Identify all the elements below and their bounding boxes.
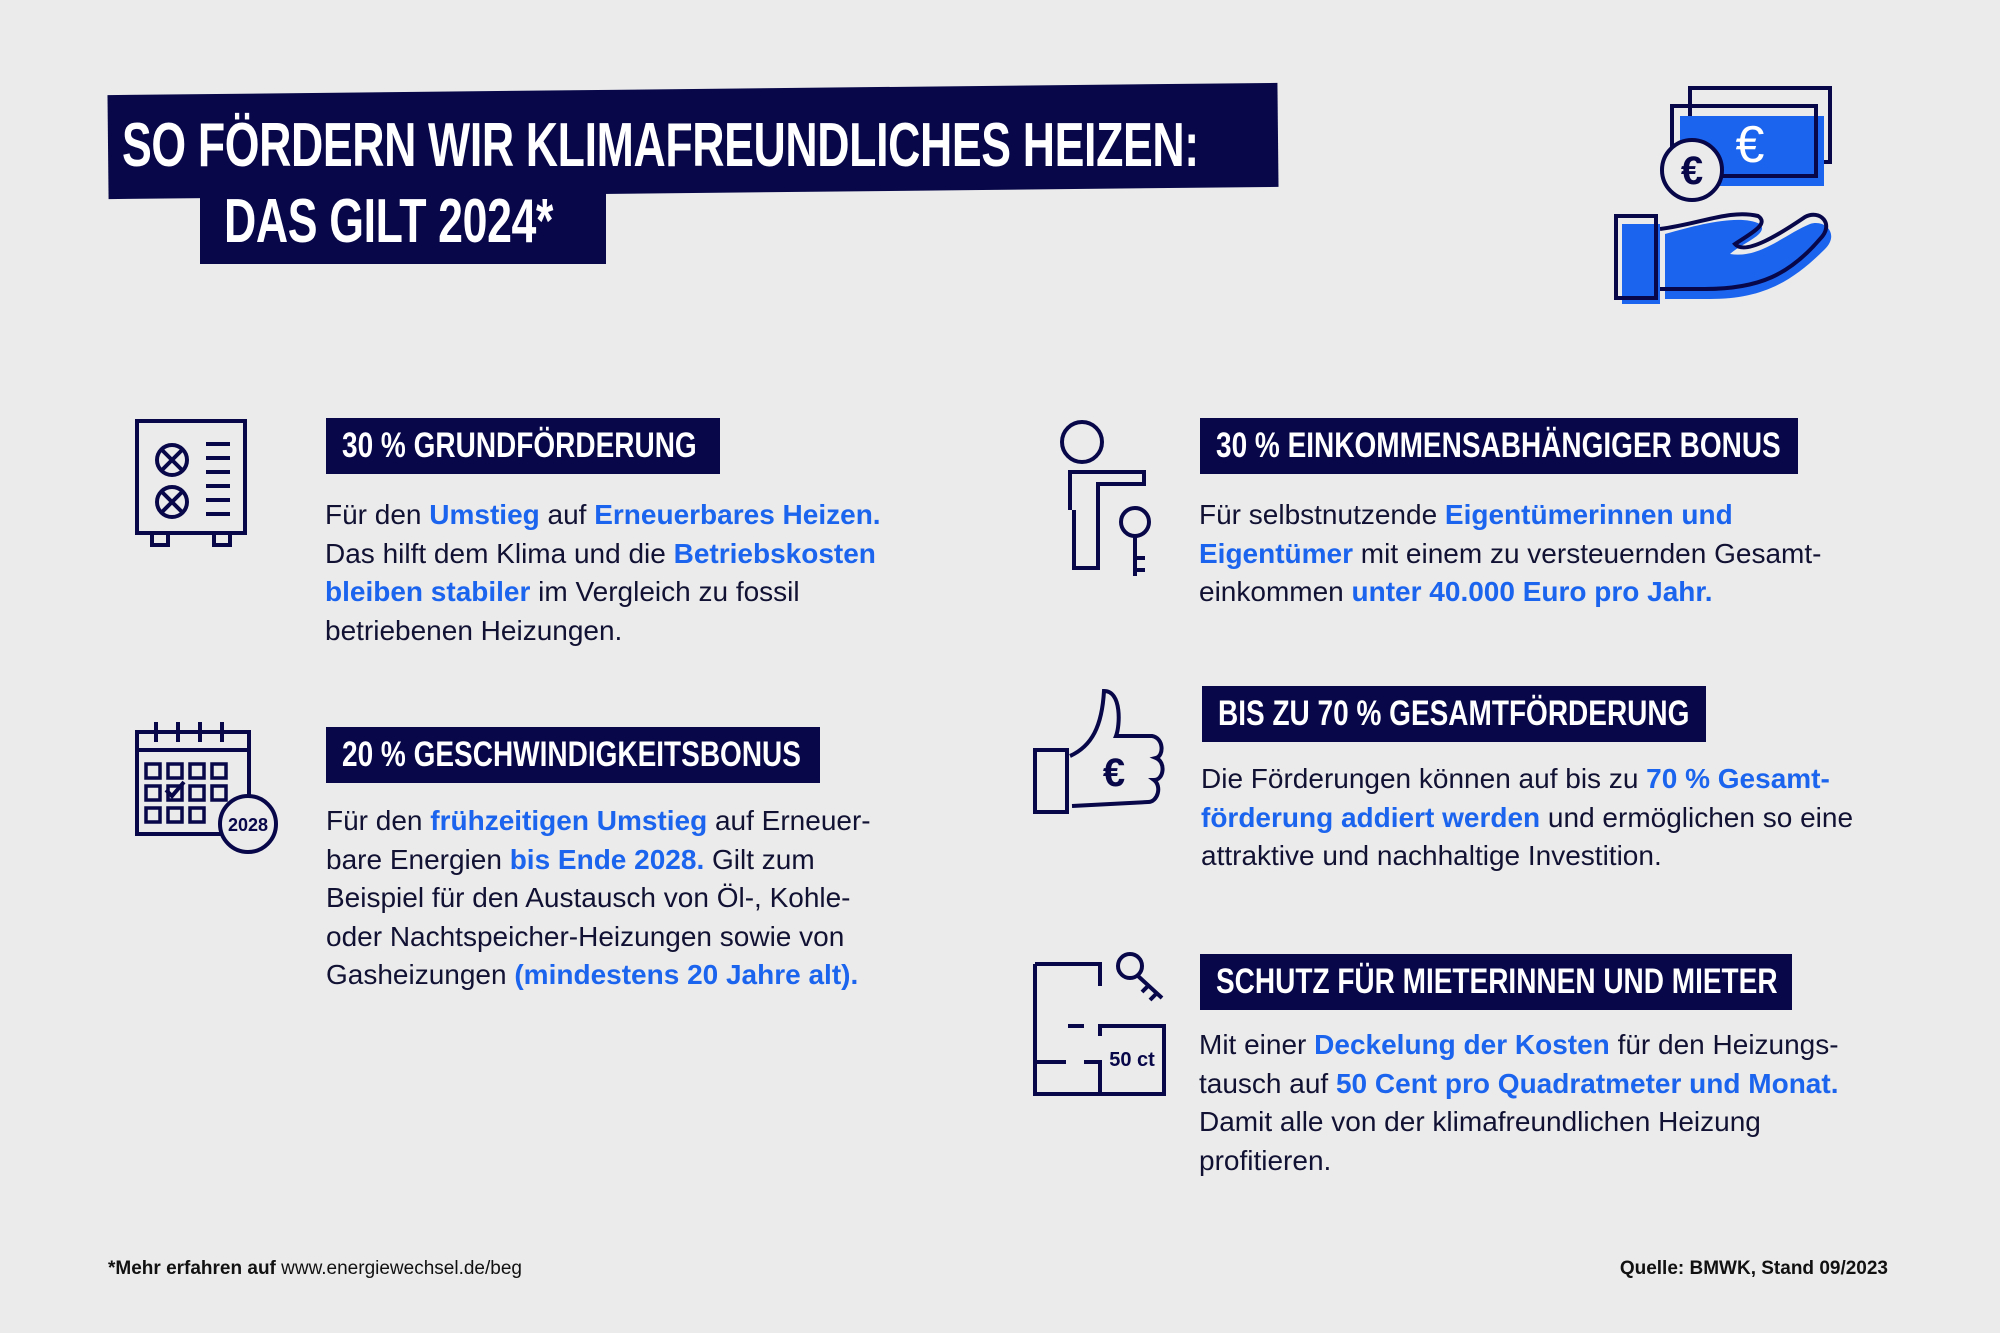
body-text: Beispiel für den Austausch von Öl-, Kohl… [326, 882, 851, 913]
highlight-text: 70 % Gesamt- [1646, 763, 1830, 794]
highlight-text: Eigentümer [1199, 537, 1354, 569]
body-line: Für selbstnutzende Eigentümerinnen und [1199, 496, 1821, 535]
heading-gesamtfoerderung: BIS ZU 70 % GESAMTFÖRDERUNG [1202, 686, 1706, 742]
footer-source: Quelle: BMWK, Stand 09/2023 [1620, 1258, 1888, 1280]
highlight-text: Betriebskosten [673, 537, 876, 569]
highlight-text: Erneuerbares Heizen. [594, 499, 881, 530]
hand-money-icon: € € [1614, 86, 1832, 304]
heat-pump-icon [135, 419, 247, 547]
body-text: auf Erneuer- [707, 805, 871, 836]
body-mieterschutz: Mit einer Deckelung der Kosten für den H… [1199, 1026, 1839, 1180]
body-text: mit einem zu versteuernden Gesamt- [1353, 537, 1822, 569]
body-line: Damit alle von der klimafreundlichen Hei… [1199, 1103, 1839, 1142]
body-line: bleiben stabiler im Vergleich zu fossil [325, 573, 881, 612]
footer-link[interactable]: www.energiewechsel.de/beg [281, 1258, 522, 1279]
body-text: Gasheizungen [326, 959, 515, 990]
body-line: Beispiel für den Austausch von Öl-, Kohl… [326, 879, 871, 918]
highlight-text: frühzeitigen Umstieg [430, 805, 708, 836]
body-gesamtfoerderung: Die Förderungen können auf bis zu 70 % G… [1201, 760, 1853, 876]
svg-text:€: € [1736, 116, 1765, 174]
calendar-year-label: 2028 [228, 815, 268, 835]
body-line: Das hilft dem Klima und die Betriebskost… [325, 535, 881, 574]
body-text: Für den [325, 499, 430, 530]
footer-note-label: *Mehr erfahren auf [108, 1258, 276, 1279]
body-line: betriebenen Heizungen. [325, 612, 881, 651]
body-einkommensbonus: Für selbstnutzende Eigentümerinnen und Ei… [1199, 496, 1821, 612]
highlight-text: unter 40.000 Euro pro Jahr. [1351, 576, 1713, 607]
body-line: Eigentümer mit einem zu versteuernden Ge… [1199, 535, 1821, 574]
highlight-text: (mindestens 20 Jahre alt). [514, 959, 859, 990]
body-text: Die Förderungen können auf bis zu [1201, 763, 1647, 794]
body-line: Die Förderungen können auf bis zu 70 % G… [1201, 760, 1853, 799]
highlight-text: bis Ende 2028. [509, 843, 705, 875]
title-banner-2 [200, 190, 606, 264]
body-line: attraktive und nachhaltige Investition. [1201, 837, 1853, 876]
body-text: Mit einer [1199, 1029, 1315, 1060]
body-line: tausch auf 50 Cent pro Quadratmeter und … [1199, 1065, 1839, 1104]
body-text: einkommen [1199, 576, 1352, 607]
highlight-text: bleiben stabiler [325, 576, 531, 607]
body-line: bare Energien bis Ende 2028. Gilt zum [326, 841, 871, 880]
body-text: auf [539, 499, 595, 530]
highlight-text: Umstieg [429, 499, 540, 530]
heading-mieterschutz: SCHUTZ FÜR MIETERINNEN UND MIETER [1200, 954, 1792, 1010]
title-line-1: SO FÖRDERN WIR KLIMAFREUNDLICHES HEIZEN: [122, 111, 1199, 180]
svg-text:€: € [1103, 751, 1125, 795]
highlight-text: Deckelung der Kosten [1314, 1029, 1610, 1060]
thumbs-up-euro-icon: € [1033, 688, 1165, 814]
body-text: im Vergleich zu fossil [530, 576, 800, 607]
owner-key-icon [1060, 420, 1151, 576]
floorplan-key-icon: 50 ct [1033, 952, 1166, 1096]
body-line: Mit einer Deckelung der Kosten für den H… [1199, 1026, 1839, 1065]
body-text: Damit alle von der klimafreundlichen Hei… [1199, 1106, 1761, 1137]
highlight-text: 50 Cent pro Quadratmeter und Monat. [1335, 1067, 1839, 1099]
body-line: Für den frühzeitigen Umstieg auf Erneuer… [326, 802, 871, 841]
body-line: oder Nachtspeicher-Heizungen sowie von [326, 918, 871, 957]
body-line: profitieren. [1199, 1142, 1839, 1181]
body-text: profitieren. [1199, 1144, 1332, 1176]
body-text: betriebenen Heizungen. [325, 614, 623, 646]
body-text: und ermöglichen so eine [1540, 801, 1854, 833]
body-text: bare Energien [326, 843, 510, 875]
heading-grundfoerderung: 30 % GRUNDFÖRDERUNG [326, 418, 720, 474]
body-line: Gasheizungen (mindestens 20 Jahre alt). [326, 956, 871, 995]
highlight-text: förderung addiert werden [1201, 801, 1541, 833]
calendar-icon: 2028 [135, 722, 278, 854]
highlight-text: Eigentümerinnen und [1444, 499, 1733, 530]
source-text: Quelle: BMWK, Stand 09/2023 [1619, 1258, 1888, 1279]
body-text: Das hilft dem Klima und die [325, 537, 674, 569]
body-text: für den Heizungs- [1609, 1029, 1839, 1060]
body-text: Gilt zum [704, 843, 815, 875]
body-text: attraktive und nachhaltige Investition. [1201, 840, 1662, 871]
title-line-2: DAS GILT 2024* [224, 187, 554, 256]
footer-note: *Mehr erfahren auf www.energiewechsel.de… [108, 1258, 522, 1280]
body-text: Für den [326, 805, 431, 836]
body-text: oder Nachtspeicher-Heizungen sowie von [326, 920, 845, 952]
body-geschwindigkeitsbonus: Für den frühzeitigen Umstieg auf Erneuer… [326, 802, 871, 995]
body-line: einkommen unter 40.000 Euro pro Jahr. [1199, 573, 1821, 612]
body-line: förderung addiert werden und ermöglichen… [1201, 799, 1853, 838]
heading-geschwindigkeitsbonus: 20 % GESCHWINDIGKEITSBONUS [326, 727, 820, 783]
svg-text:€: € [1681, 149, 1703, 193]
body-text: Für selbstnutzende [1199, 499, 1445, 530]
price-label: 50 ct [1109, 1049, 1155, 1071]
body-grundfoerderung: Für den Umstieg auf Erneuerbares Heizen.… [325, 496, 881, 650]
body-line: Für den Umstieg auf Erneuerbares Heizen. [325, 496, 881, 535]
body-text: tausch auf [1199, 1067, 1336, 1099]
heading-einkommensbonus: 30 % EINKOMMENSABHÄNGIGER BONUS [1200, 418, 1798, 474]
